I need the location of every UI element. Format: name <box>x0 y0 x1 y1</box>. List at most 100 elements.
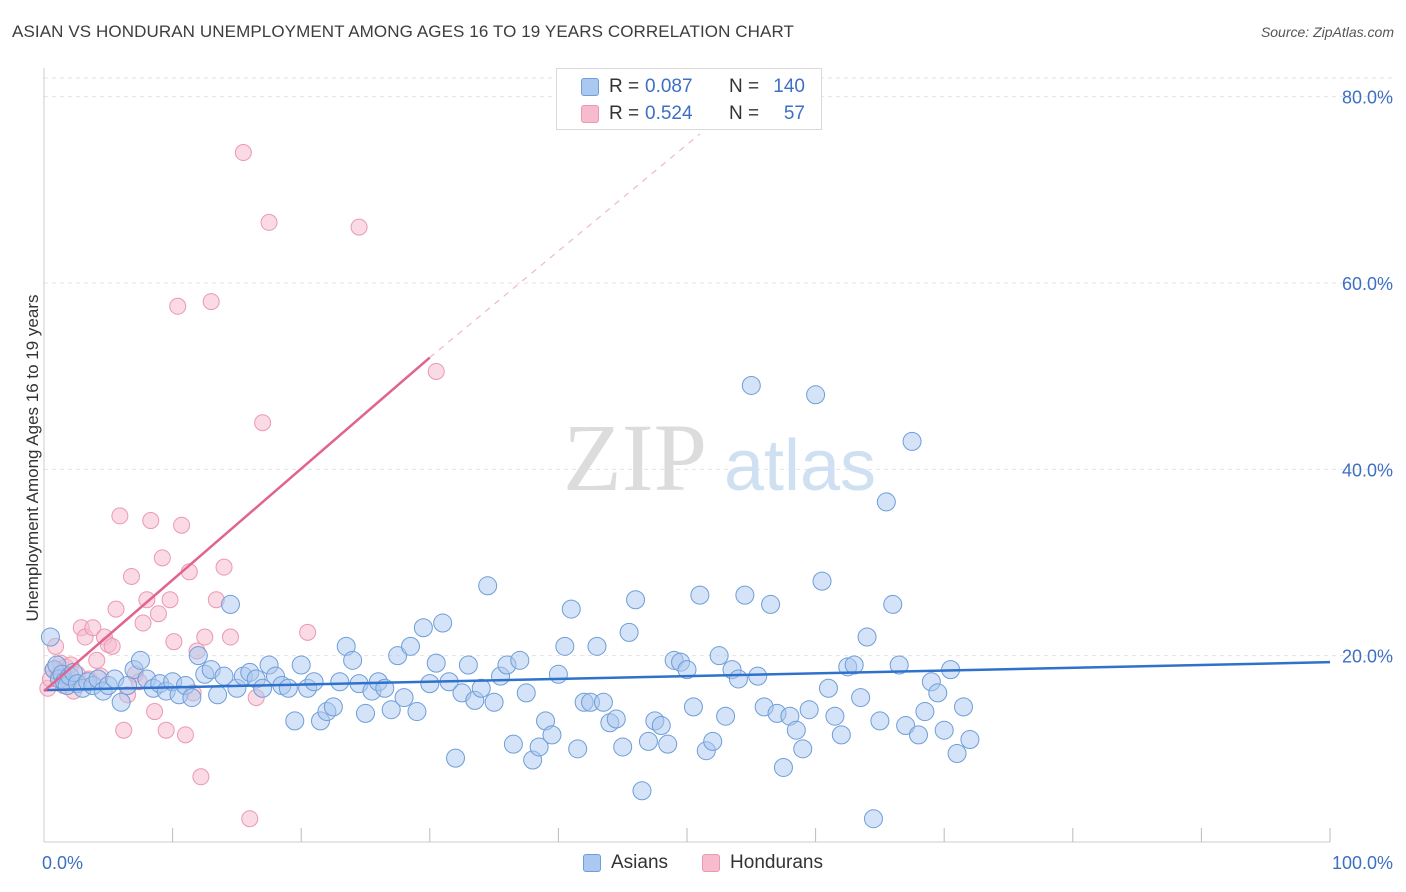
asian-point <box>690 585 710 605</box>
asian-point <box>413 618 433 638</box>
asian-point <box>285 711 305 731</box>
n-value: 57 <box>783 103 805 124</box>
chart-source: Source: ZipAtlas.com <box>1260 24 1394 40</box>
asian-point <box>593 692 613 712</box>
asian-point <box>503 734 523 754</box>
asians-swatch <box>581 78 599 96</box>
asian-point <box>420 674 440 694</box>
trend-lines <box>43 133 1331 693</box>
asian-point <box>851 688 871 708</box>
honduran-point <box>122 567 140 585</box>
asian-point <box>111 692 131 712</box>
asian-point <box>651 716 671 736</box>
legend-item-hondurans[interactable]: Hondurans <box>702 852 823 874</box>
r-label: R = <box>609 103 640 124</box>
honduran-point <box>153 549 171 567</box>
asian-point <box>934 720 954 740</box>
asian-point <box>915 702 935 722</box>
series-hondurans <box>39 144 445 828</box>
honduran-point <box>241 810 259 828</box>
y-tick-label: 80.0% <box>1342 88 1393 108</box>
asian-point <box>806 385 826 405</box>
chart-title: ASIAN VS HONDURAN UNEMPLOYMENT AMONG AGE… <box>12 22 795 41</box>
hondurans-swatch <box>581 105 599 123</box>
stats-legend: R = 0.087 N = 140 R = 0.524 N = 57 <box>556 68 822 130</box>
asian-point <box>356 703 375 723</box>
x-tick-label: 0.0% <box>42 853 83 873</box>
asian-point <box>433 613 453 633</box>
series-asians <box>40 375 980 829</box>
stats-row-asians: R = 0.087 N = 140 <box>581 74 805 100</box>
n-value: 140 <box>773 76 805 97</box>
honduran-point <box>142 512 160 530</box>
honduran-point <box>221 628 239 646</box>
asian-point <box>478 576 498 596</box>
asian-point <box>291 655 311 675</box>
asian-point <box>728 669 748 689</box>
asian-point <box>658 734 678 754</box>
asian-point <box>902 431 922 451</box>
asian-point <box>208 685 228 705</box>
honduran-point <box>111 507 129 525</box>
asian-point <box>716 706 736 726</box>
legend-swatch-asians <box>583 854 601 872</box>
asian-point <box>683 697 703 717</box>
asian-point <box>638 731 658 751</box>
asian-point <box>555 636 575 656</box>
asian-point <box>529 737 549 757</box>
r-value: 0.087 <box>645 76 693 97</box>
asian-point <box>786 720 806 740</box>
asian-point <box>343 650 363 670</box>
honduran-trend-extension <box>429 133 701 358</box>
asian-point <box>407 702 427 722</box>
honduran-point <box>215 558 233 576</box>
asian-point <box>748 666 768 686</box>
honduran-point <box>134 614 152 632</box>
honduran-point <box>138 591 156 609</box>
grid-lines <box>44 77 1392 657</box>
honduran-point <box>161 591 179 609</box>
asian-point <box>741 375 761 395</box>
asian-point <box>40 627 60 647</box>
asian-point <box>799 700 819 720</box>
asian-point <box>735 585 755 605</box>
asian-point <box>928 683 948 703</box>
asian-point <box>761 594 781 614</box>
legend-item-asians[interactable]: Asians <box>583 852 668 874</box>
honduran-point <box>103 637 121 655</box>
asian-point <box>568 739 588 759</box>
honduran-point <box>299 623 317 641</box>
asian-point <box>812 571 832 591</box>
asian-point <box>709 646 729 666</box>
honduran-point <box>149 605 167 623</box>
honduran-point <box>254 414 272 432</box>
asian-point <box>484 692 504 712</box>
asian-point <box>703 731 723 751</box>
asian-point <box>182 688 202 708</box>
asian-point <box>388 646 408 666</box>
asian-point <box>118 675 138 695</box>
asian-point <box>278 678 298 698</box>
tick-labels: 20.0% 40.0% 60.0% 80.0% 0.0% 100.0% <box>42 88 1393 873</box>
honduran-point <box>169 297 187 315</box>
asian-point <box>863 809 883 829</box>
honduran-point <box>427 362 445 380</box>
honduran-point <box>107 600 125 618</box>
honduran-point <box>196 628 214 646</box>
asian-point <box>458 655 478 675</box>
asian-point <box>510 650 530 670</box>
x-tick-label: 100.0% <box>1332 853 1393 873</box>
axes <box>43 68 1331 843</box>
asian-point <box>896 716 916 736</box>
honduran-point <box>88 651 106 669</box>
asian-point <box>587 636 607 656</box>
watermark-zip: ZIP <box>563 404 707 511</box>
asian-point <box>632 781 652 801</box>
asian-point <box>619 622 639 642</box>
asian-point <box>626 590 646 610</box>
y-tick-label: 60.0% <box>1342 274 1393 294</box>
asian-point <box>947 743 967 763</box>
asian-point <box>446 748 466 768</box>
asian-point <box>953 697 973 717</box>
